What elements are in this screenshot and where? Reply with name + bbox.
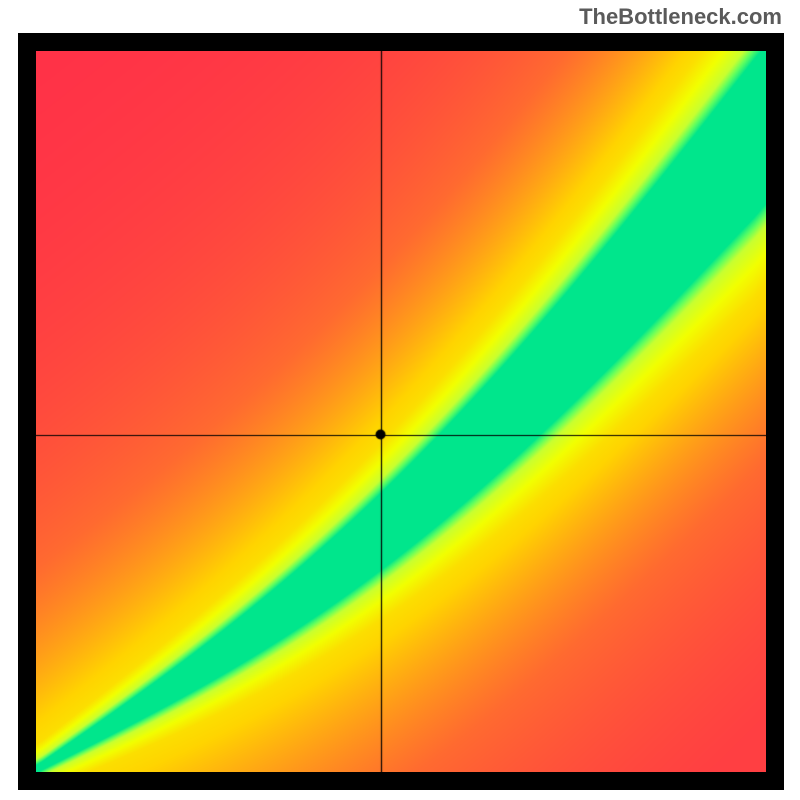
watermark-text: TheBottleneck.com	[579, 4, 782, 30]
bottleneck-heatmap	[36, 51, 766, 772]
chart-container: { "watermark": "TheBottleneck.com", "lay…	[0, 0, 800, 800]
